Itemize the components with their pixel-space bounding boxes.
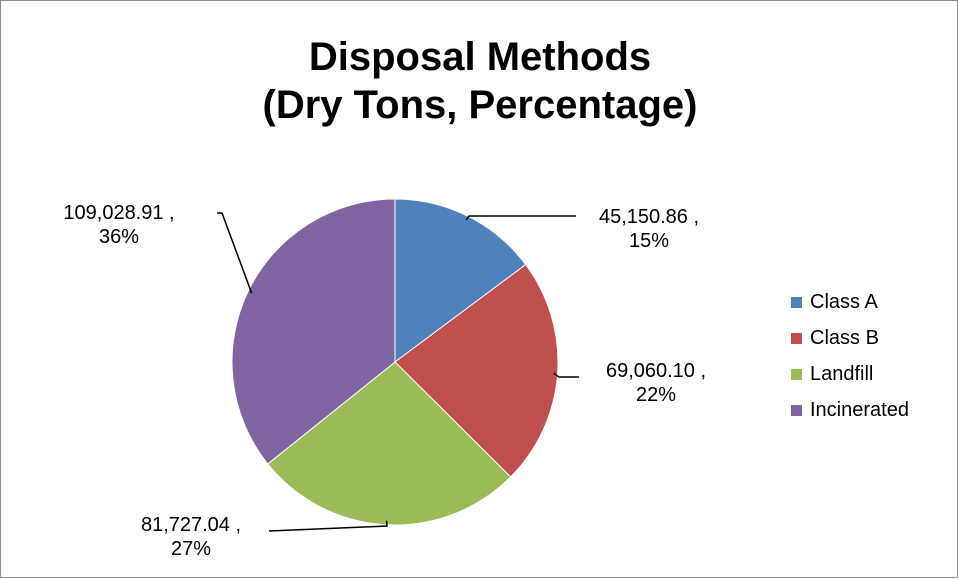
leader-line-landfill [268,520,388,532]
data-label-percent-class-b: 22% [636,384,676,406]
legend-swatch-class-b [791,332,802,344]
data-label-value-class-a: 45,150.86 , [599,206,699,228]
data-label-percent-incinerated: 36% [99,226,139,248]
legend-label-incinerated: Incinerated [810,398,909,421]
legend-label-class-b: Class B [810,326,879,349]
data-label-percent-landfill: 27% [171,538,211,560]
data-label-value-class-b: 69,060.10 , [606,360,706,382]
legend-item-class-b: Class B [791,320,909,356]
leader-line-incinerated [217,212,253,294]
pie-slice-incinerated [231,198,396,465]
leader-line-class-b [553,372,579,378]
chart-title: Disposal Methods (Dry Tons, Percentage) [1,33,958,129]
legend-swatch-incinerated [791,404,802,416]
legend: Class A Class B Landfill Incinerated [791,284,909,428]
legend-swatch-landfill [791,368,802,380]
legend-label-landfill: Landfill [810,362,874,385]
legend-item-incinerated: Incinerated [791,392,909,428]
data-label-value-landfill: 81,727.04 , [141,514,241,536]
chart-title-line-1: Disposal Methods [308,35,652,79]
pie-slice-class-b [394,263,559,478]
legend-swatch-class-a [791,296,802,308]
chart-title-line-2: (Dry Tons, Percentage) [262,83,698,127]
legend-item-class-a: Class A [791,284,909,320]
data-label-value-incinerated: 109,028.91 , [63,202,174,224]
legend-item-landfill: Landfill [791,356,909,392]
data-label-percent-class-a: 15% [629,230,669,252]
legend-label-class-a: Class A [810,290,878,313]
leader-line-class-a [465,215,576,221]
